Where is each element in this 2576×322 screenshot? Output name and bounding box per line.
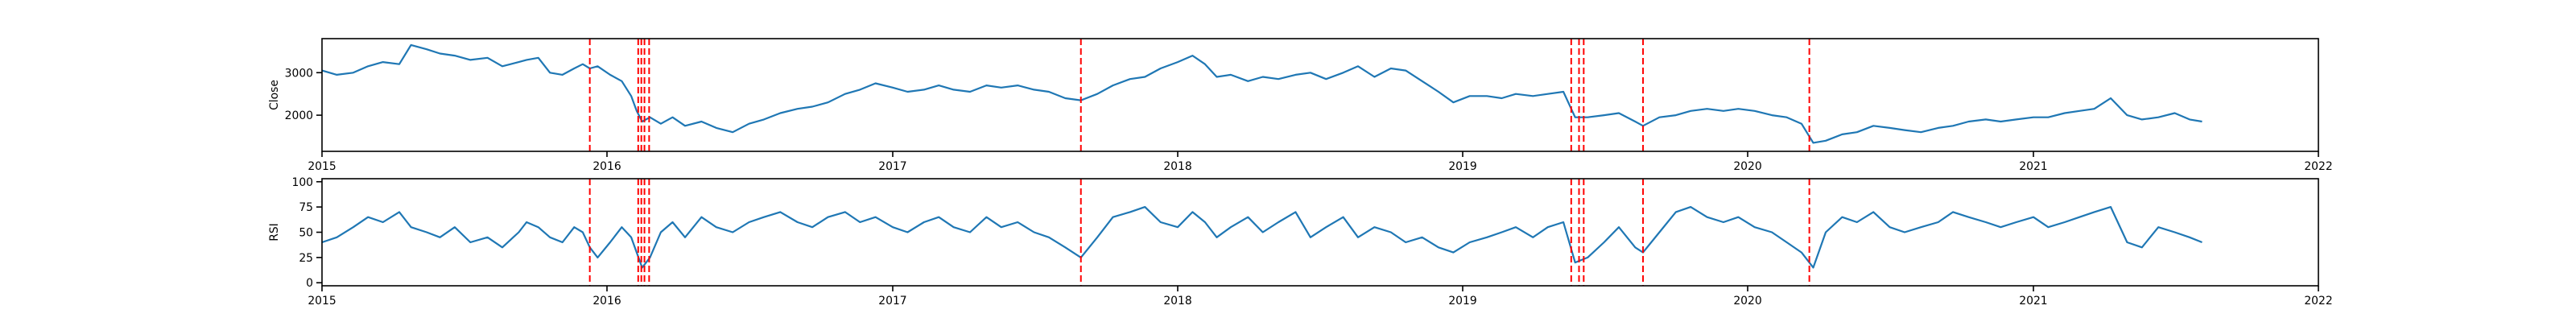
y-tick-label: 50 [299, 227, 313, 240]
series-line [321, 206, 2202, 269]
x-tick-label: 2022 [2304, 160, 2332, 173]
rsi-panel: 0 25 50 75 100 2015 2016 2017 2018 2019 2020 2021 20… [268, 176, 2333, 308]
x-tick-label: 2021 [2019, 160, 2047, 173]
x-tick-label: 2021 [2019, 295, 2047, 308]
y-tick-label: 100 [291, 176, 313, 189]
y-tick-label: 0 [306, 277, 313, 290]
y-tick-label: 75 [299, 201, 313, 214]
axes-frame [321, 38, 2319, 152]
x-tick-label: 2017 [878, 295, 906, 308]
x-tick-label: 2020 [1733, 295, 1761, 308]
y-axis-label: RSI [268, 223, 281, 242]
x-tick-label: 2016 [592, 160, 621, 173]
series-line [321, 43, 2202, 144]
y-tick-label: 2000 [285, 109, 313, 122]
x-tick-label: 2017 [878, 160, 906, 173]
x-tick-label: 2019 [1448, 295, 1476, 308]
y-tick-label: 3000 [285, 67, 313, 80]
x-tick-label: 2022 [2304, 295, 2332, 308]
x-tick-label: 2019 [1448, 160, 1476, 173]
x-tick-label: 2015 [308, 295, 336, 308]
close-price-panel: 2000 3000 2015 2016 2017 2018 2019 2020 2021 2022… [268, 38, 2333, 173]
axes-frame [321, 178, 2319, 287]
y-axis-label: Close [268, 80, 281, 110]
x-tick-label: 2020 [1733, 160, 1761, 173]
x-tick-label: 2018 [1163, 160, 1191, 173]
x-tick-label: 2016 [592, 295, 621, 308]
y-tick-label: 25 [299, 252, 313, 265]
x-tick-label: 2015 [308, 160, 336, 173]
x-tick-label: 2018 [1163, 295, 1191, 308]
